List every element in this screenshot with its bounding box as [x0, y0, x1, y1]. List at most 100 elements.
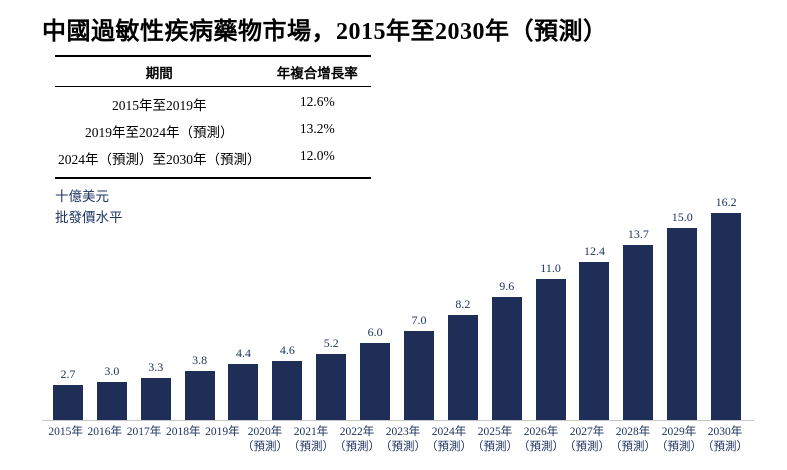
category-year: 2024年 — [431, 426, 467, 438]
bar-value-label: 9.6 — [499, 279, 515, 293]
table-row: 2019年至2024年（預測） 13.2% — [55, 117, 371, 144]
x-axis-labels: 2015年 2016年 2017年 2018年 2019年 2020年 （預測） 2021年 （… — [46, 425, 748, 455]
bar-value-label: 4.6 — [279, 343, 295, 357]
cagr-table-header-row: 期間 年複合增長率 — [55, 55, 371, 87]
bar-column: 7.0 — [397, 313, 441, 420]
period-cell: 2019年至2024年（預測） — [85, 124, 234, 140]
category-year: 2017年 — [126, 426, 162, 438]
bar-value-label: 6.0 — [367, 325, 383, 339]
category-year: 2029年 — [661, 426, 697, 438]
bar — [360, 343, 391, 420]
category-year: 2020年 — [247, 426, 283, 438]
cagr-table-body: 2015年至2019年 12.6% 2019年至2024年（預測） 13.2% … — [55, 87, 371, 179]
bar-column: 4.6 — [265, 343, 309, 420]
table-row: 2024年（預測）至2030年（預測） 12.0% — [55, 144, 371, 171]
bar-value-label: 2.7 — [60, 367, 76, 381]
bar-value-label: 5.2 — [323, 336, 339, 350]
category-forecast-note: （預測） — [518, 441, 565, 454]
x-axis-category-label: 2028年 （預測） — [610, 425, 656, 455]
bar-value-label: 3.0 — [104, 364, 120, 378]
unit-label-line2: 批發價水平 — [55, 209, 123, 225]
bar — [623, 245, 654, 420]
bar — [272, 361, 303, 420]
unit-label-line1: 十億美元 — [55, 189, 109, 204]
x-axis-category-label: 2029年 （預測） — [656, 425, 702, 455]
x-axis-category-label: 2019年 — [203, 425, 242, 455]
category-forecast-note: （預測） — [288, 441, 335, 454]
bar — [316, 354, 347, 420]
category-year: 2028年 — [615, 426, 651, 438]
bar-column: 4.4 — [222, 346, 266, 420]
x-axis-category-label: 2018年 — [164, 425, 203, 455]
category-year: 2019年 — [205, 426, 240, 438]
bar-column: 3.8 — [178, 353, 222, 420]
category-forecast-note: （預測） — [334, 441, 381, 454]
x-axis-category-label: 2016年 — [85, 425, 124, 455]
category-forecast-note: （預測） — [242, 441, 289, 454]
bar-value-label: 13.7 — [627, 227, 649, 241]
cagr-table: 期間 年複合增長率 2015年至2019年 12.6% 2019年至2024年（… — [55, 55, 371, 179]
bar-value-label: 7.0 — [411, 313, 427, 327]
x-axis-category-label: 2023年 （預測） — [380, 425, 426, 455]
category-year: 2018年 — [165, 426, 201, 438]
bar — [535, 279, 566, 420]
bar-column: 3.0 — [90, 364, 134, 420]
bar — [667, 228, 698, 420]
category-year: 2016年 — [87, 426, 123, 438]
bar — [184, 371, 215, 420]
category-forecast-note: （預測） — [656, 441, 703, 454]
x-axis-category-label: 2024年 （預測） — [426, 425, 472, 455]
bar-value-label: 8.2 — [455, 297, 471, 311]
category-forecast-note: （預測） — [610, 441, 657, 454]
category-forecast-note: （預測） — [426, 441, 473, 454]
bar — [447, 315, 478, 420]
bar-column: 13.7 — [616, 227, 660, 420]
x-axis-category-label: 2025年 （預測） — [472, 425, 518, 455]
table-header-period: 期間 — [145, 66, 173, 81]
category-forecast-note: （預測） — [472, 441, 519, 454]
bar — [579, 262, 610, 420]
bar-value-label: 4.4 — [235, 346, 251, 360]
bar-column: 15.0 — [660, 210, 704, 420]
category-year: 2027年 — [569, 426, 605, 438]
bar-value-label: 3.3 — [148, 360, 164, 374]
bar — [96, 382, 127, 420]
y-axis-unit-label: 十億美元 批發價水平 — [55, 187, 123, 229]
bar-value-label: 12.4 — [583, 244, 605, 258]
category-year: 2015年 — [48, 426, 83, 438]
bar-value-label: 15.0 — [671, 210, 693, 224]
bar — [711, 213, 742, 420]
x-axis-category-label: 2022年 （預測） — [334, 425, 380, 455]
x-axis-category-label: 2021年 （預測） — [288, 425, 334, 455]
bar-chart: 2.7 3.0 3.3 3.8 4.4 4.6 5.2 6.0 7.0 8.2 9.6 11.0 12.… — [42, 194, 754, 455]
x-axis-category-label: 2026年 （預測） — [518, 425, 564, 455]
bar-value-label: 16.2 — [715, 195, 737, 209]
bars-area: 2.7 3.0 3.3 3.8 4.4 4.6 5.2 6.0 7.0 8.2 9.6 11.0 12.… — [46, 194, 748, 420]
category-year: 2022年 — [339, 426, 375, 438]
bar — [228, 364, 259, 420]
bar — [403, 331, 434, 420]
bar — [140, 378, 171, 420]
bar-column: 12.4 — [573, 244, 617, 420]
x-axis-category-label: 2015年 — [46, 425, 85, 455]
bar-column: 16.2 — [704, 195, 748, 420]
period-cell: 2015年至2019年 — [112, 97, 207, 113]
x-axis-category-label: 2030年 （預測） — [702, 425, 748, 455]
category-forecast-note: （預測） — [702, 441, 749, 454]
table-row: 2015年至2019年 12.6% — [55, 90, 371, 117]
cagr-cell: 12.6% — [299, 93, 335, 109]
bar-column: 6.0 — [353, 325, 397, 420]
cagr-cell: 13.2% — [299, 120, 335, 136]
bar-column: 11.0 — [529, 261, 573, 420]
category-year: 2025年 — [477, 426, 513, 438]
category-forecast-note: （預測） — [380, 441, 427, 454]
table-header-cagr: 年複合增長率 — [276, 66, 358, 81]
bar-column: 9.6 — [485, 279, 529, 420]
bar-column: 5.2 — [309, 336, 353, 420]
chart-title: 中國過敏性疾病藥物市場，2015年至2030年（預測） — [42, 19, 608, 45]
bar-column: 2.7 — [46, 367, 90, 420]
bar-value-label: 11.0 — [540, 261, 561, 275]
bar — [491, 297, 522, 420]
x-axis-category-label: 2017年 — [124, 425, 163, 455]
